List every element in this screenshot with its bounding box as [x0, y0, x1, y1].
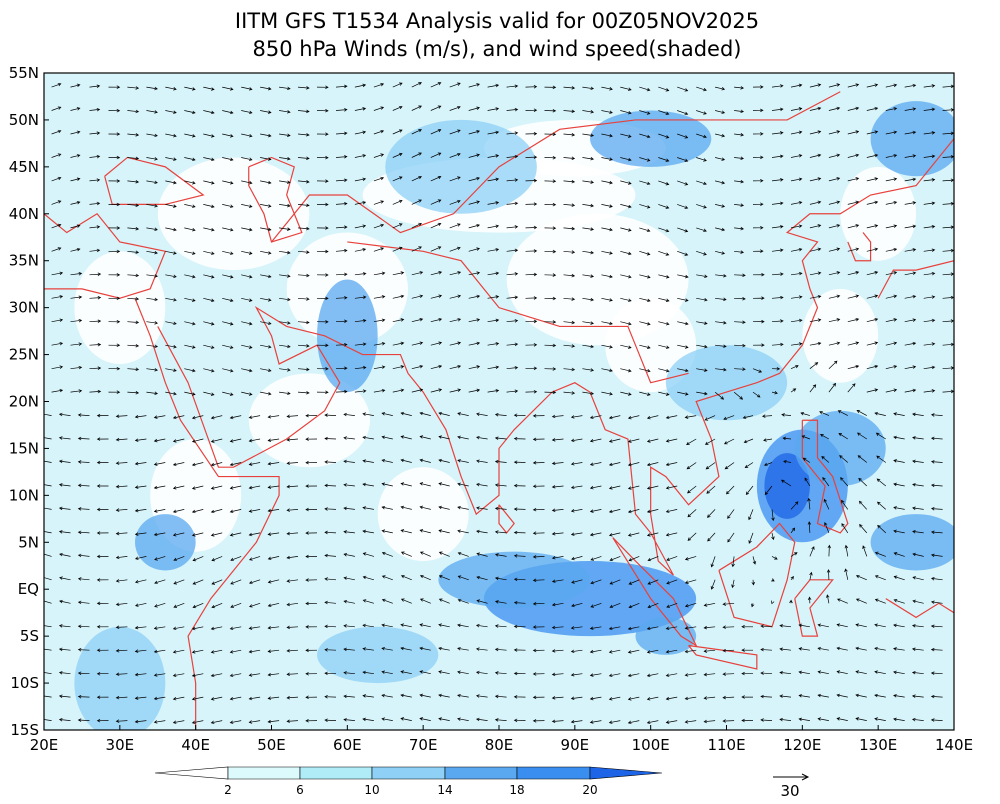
- latitude-label: 20N: [9, 393, 39, 411]
- wind-speed-shading: [74, 626, 166, 730]
- wind-speed-shading: [135, 514, 196, 571]
- longitude-label: 140E: [935, 736, 973, 754]
- coastline: [612, 537, 698, 648]
- title: IITM GFS T1534 Analysis valid for 00Z05N…: [235, 9, 759, 33]
- wind-speed-shading: [590, 110, 712, 167]
- longitude-label: 130E: [859, 736, 897, 754]
- latitude-label: 55N: [9, 64, 39, 82]
- latitude-label: 40N: [9, 205, 39, 223]
- longitude-label: 20E: [30, 736, 59, 754]
- plot-area: [44, 73, 954, 730]
- coastline: [271, 91, 841, 243]
- latitude-label: EQ: [18, 580, 39, 598]
- coastline: [347, 241, 689, 384]
- low-wind-area: [74, 251, 166, 364]
- latitude-label: 15S: [10, 721, 39, 739]
- longitude-label: 40E: [181, 736, 210, 754]
- latitude-label: 45N: [9, 158, 39, 176]
- latitude-label: 35N: [9, 252, 39, 270]
- colorbar-label: 14: [437, 783, 452, 797]
- low-wind-area: [802, 288, 879, 383]
- wind-speed-shading: [794, 410, 886, 486]
- coastline: [794, 579, 834, 637]
- longitude-label: 110E: [707, 736, 745, 754]
- coastline: [885, 598, 954, 619]
- longitude-label: 100E: [632, 736, 670, 754]
- longitude-label: 50E: [257, 736, 286, 754]
- colorbar-segment: [154, 766, 229, 780]
- colorbar-segment: [299, 766, 373, 780]
- colorbar-label: 10: [364, 783, 379, 797]
- reference-vector-label: 30: [780, 782, 799, 800]
- latitude-label: 50N: [9, 111, 39, 129]
- coastline: [157, 305, 409, 468]
- low-wind-area: [377, 467, 469, 562]
- latitude-label: 25N: [9, 346, 39, 364]
- coastline: [718, 522, 796, 628]
- latitude-label: 10N: [9, 486, 39, 504]
- wind-speed-shading: [438, 551, 590, 608]
- longitude-label: 90E: [561, 736, 590, 754]
- colorbar-segment: [444, 766, 518, 780]
- reference-arrow-head: [801, 773, 810, 781]
- longitude-label: 70E: [409, 736, 438, 754]
- longitude-label: 80E: [485, 736, 514, 754]
- coastline: [407, 138, 954, 576]
- longitude-label: 120E: [783, 736, 821, 754]
- wind-speed-shading: [665, 345, 788, 421]
- coastline: [248, 156, 303, 243]
- subtitle: 850 hPa Winds (m/s), and wind speed(shad…: [253, 37, 742, 61]
- longitude-label: 60E: [333, 736, 362, 754]
- wind-speed-shading: [870, 514, 954, 571]
- wind-speed-shading: [385, 119, 537, 214]
- colorbar-label: 20: [582, 783, 597, 797]
- colorbar: 2 6 10 14 18 20: [154, 766, 663, 797]
- colorbar-segment: [589, 766, 663, 780]
- colorbar-segment: [371, 766, 446, 780]
- coastline: [847, 232, 872, 262]
- latitude-label: 10S: [10, 674, 39, 692]
- latitude-label: 15N: [9, 439, 39, 457]
- colorbar-label: 2: [224, 783, 232, 797]
- low-wind-area: [840, 166, 917, 261]
- colorbar-label: 6: [296, 783, 304, 797]
- wind-speed-shading: [870, 101, 954, 177]
- wind-speed-shading: [764, 453, 810, 519]
- wind-speed-shading: [317, 626, 439, 684]
- wind-speed-shading: [317, 279, 378, 393]
- wind-speed-shading: [635, 617, 697, 655]
- coastline: [688, 644, 758, 670]
- latitude-label: 30N: [9, 299, 39, 317]
- latitude-label: 5S: [20, 627, 39, 645]
- low-wind-area: [157, 157, 310, 271]
- colorbar-label: 18: [509, 783, 524, 797]
- wind-vectors: [44, 82, 954, 725]
- coastline: [877, 204, 954, 299]
- coastline: [801, 419, 849, 534]
- longitude-label: 30E: [106, 736, 135, 754]
- low-wind-area: [248, 373, 371, 468]
- colorbar-segment: [516, 766, 591, 780]
- colorbar-segment: [227, 766, 301, 780]
- latitude-label: 5N: [18, 533, 39, 551]
